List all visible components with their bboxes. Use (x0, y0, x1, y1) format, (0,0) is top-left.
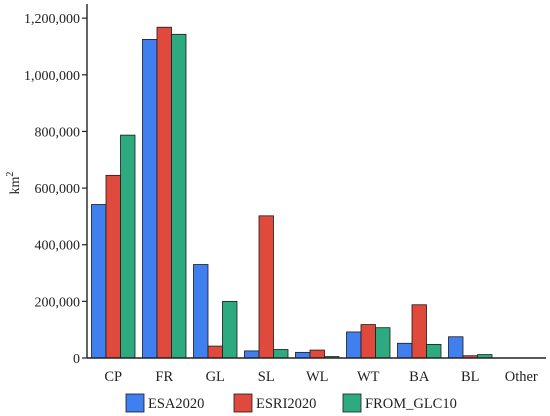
y-tick-label: 200,000 (35, 295, 81, 310)
y-tick-label: 1,200,000 (24, 12, 80, 27)
bar-from-glc10-fr (171, 33, 187, 359)
y-tick-label: 400,000 (35, 239, 81, 254)
bar-esa2020-ba (397, 342, 413, 359)
y-tick-label: 600,000 (35, 182, 81, 197)
x-tick-label: GL (206, 369, 225, 385)
bar-esa2020-sl (244, 350, 260, 359)
bar-esri2020-sl (258, 215, 274, 359)
bar-esri2020-gl (207, 345, 223, 359)
bar-esri2020-fr (156, 26, 172, 359)
legend-label: ESA2020 (148, 396, 204, 412)
x-tick-label: WL (306, 369, 329, 385)
x-tick-label: FR (155, 369, 173, 385)
legend-swatch-from-glc10 (342, 393, 362, 413)
bar-esri2020-ba (411, 304, 427, 359)
bar-esa2020-bl (448, 336, 464, 359)
legend-swatch-esri2020 (233, 393, 253, 413)
x-tick-label: BL (461, 369, 480, 385)
bar-from-glc10-cp (120, 134, 136, 359)
bar-esa2020-wl (295, 351, 311, 359)
bar-from-glc10-gl (222, 300, 238, 359)
y-ticks-layer: 0 200,000 400,000 600,000 800,000 1,000,000 1,… (24, 12, 87, 367)
legend-swatch-esa2020 (125, 393, 145, 413)
legend-label: FROM_GLC10 (365, 396, 457, 412)
axes-layer (86, 4, 546, 359)
y-tick-label: 0 (73, 352, 80, 367)
x-tick-label: SL (258, 369, 275, 385)
y-axis-label-exponent: 2 (5, 172, 16, 177)
bar-esa2020-wt (346, 331, 362, 359)
bar-esri2020-wl (309, 349, 325, 359)
x-labels-layer: CP FR GL SL WL WT BA BL Other (104, 369, 538, 385)
bar-from-glc10-ba (426, 344, 442, 359)
bar-esa2020-cp (91, 204, 107, 359)
bar-from-glc10-sl (273, 349, 289, 359)
bar-esri2020-cp (105, 174, 121, 359)
y-axis-label: km2 (5, 172, 23, 195)
y-tick-label: 1,000,000 (24, 69, 80, 84)
bar-from-glc10-wt (375, 327, 391, 359)
bar-esri2020-wt (360, 324, 376, 359)
y-axis-title: km2 (5, 172, 23, 195)
x-tick-label: Other (505, 369, 538, 385)
x-tick-label: BA (409, 369, 430, 385)
x-tick-label: WT (357, 369, 380, 385)
x-tick-label: CP (104, 369, 122, 385)
legend: ESA2020 ESRI2020 FROM_GLC10 (125, 393, 457, 413)
bar-esa2020-fr (142, 39, 158, 359)
legend-label: ESRI2020 (256, 396, 316, 412)
y-tick-label: 800,000 (35, 125, 81, 140)
bars-layer (91, 26, 493, 359)
y-axis-label-unit: km (8, 176, 23, 194)
bar-esa2020-gl (193, 264, 209, 359)
